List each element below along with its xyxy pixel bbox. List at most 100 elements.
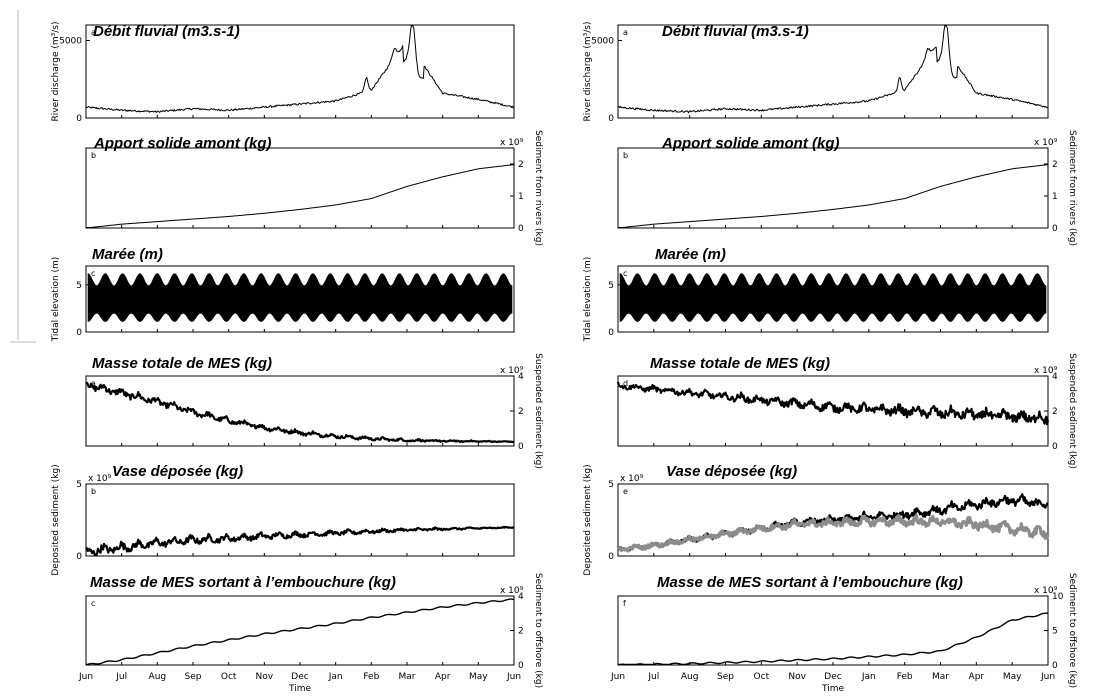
x-tick-label: Nov <box>256 672 274 682</box>
x-tick-label: Dec <box>291 672 308 682</box>
y-tick-label: 5 <box>76 281 82 291</box>
x-axis-2: Jun Jul Aug Sep Oct Nov Dec Jan Feb Mar Apr May Jun T… <box>610 672 1055 694</box>
panel-letter: a <box>623 28 628 37</box>
y-multiplier: x 10⁹ <box>1034 366 1058 376</box>
y-multiplier: x 10⁹ <box>88 474 112 484</box>
panel-title: Apport solide amont (kg) <box>661 135 840 152</box>
series-line <box>618 612 1049 666</box>
panel-title: Débit fluvial (m3.s-1) <box>662 23 809 40</box>
panel-title: Vase déposée (kg) <box>112 463 243 480</box>
x-axis-title: Time <box>821 684 844 694</box>
x-tick-label: Jun <box>1040 672 1055 682</box>
x-tick-label: Oct <box>754 672 770 682</box>
y-multiplier: x 10⁹ <box>1034 138 1058 148</box>
y-tick-label: 4 <box>518 372 524 382</box>
y-tick-label: 0 <box>608 114 614 124</box>
y-axis-label: Tidal elevation (m) <box>51 257 61 343</box>
y-multiplier: x 10⁹ <box>500 586 524 596</box>
x-tick-label: Aug <box>681 672 699 682</box>
panel-letter: b <box>91 151 96 160</box>
y-tick-label: 5 <box>608 480 614 490</box>
panel-title: Débit fluvial (m3.s-1) <box>93 23 240 40</box>
panel-letter: e <box>623 487 628 496</box>
panel-letter: b <box>623 151 628 160</box>
x-tick-label: Apr <box>969 672 985 682</box>
y-tick-label: 0 <box>1052 442 1058 452</box>
x-tick-label: Feb <box>363 672 379 682</box>
y-axis-label: River discharge (m³/s) <box>583 21 593 121</box>
panel-title: Masse de MES sortant à l’embouchure (kg) <box>90 574 396 591</box>
panel-2-d: Masse totale de MES (kg) d 0 2 4x 10⁹ Suspend… <box>616 353 1077 469</box>
panel-title: Vase déposée (kg) <box>666 463 797 480</box>
panel-1-b: Vase déposée (kg) b 0 5 x 10⁹ Deposited sedim… <box>51 463 515 576</box>
panel-2-c: Marée (m) c 0 5 Tidal elevation (m) <box>583 246 1049 343</box>
panel-letter: b <box>91 487 96 496</box>
y-axis-label: Tidal elevation (m) <box>583 257 593 343</box>
y-tick-label: 0 <box>608 552 614 562</box>
y-tick-label: 0 <box>608 328 614 338</box>
y-tick-label: 1 <box>1052 192 1058 202</box>
y-axis-label: Sediment from rivers (kg) <box>1067 130 1077 246</box>
x-tick-label: Sep <box>717 672 734 682</box>
panel-letter: c <box>91 269 95 278</box>
y-axis-label: River discharge (m³/s) <box>51 21 61 121</box>
y-axis-label: Deposited sediment (kg) <box>583 464 593 575</box>
y-tick-label: 0 <box>518 661 524 671</box>
x-tick-label: Nov <box>788 672 806 682</box>
tide-envelope <box>619 272 1047 323</box>
panel-title: Apport solide amont (kg) <box>93 135 272 152</box>
panel-letter: a <box>91 28 96 37</box>
y-tick-label: 0 <box>1052 224 1058 234</box>
x-tick-label: Mar <box>932 672 949 682</box>
series-line-secondary <box>617 513 1050 553</box>
y-axis-label: Suspended sediment (kg) <box>1067 353 1077 469</box>
x-axis-1: Jun Jul Aug Sep Oct Nov Dec Jan Feb Mar Apr May Jun T… <box>78 672 521 694</box>
panel-1-c: Marée (m) c 0 5 Tidal elevation (m) <box>51 246 515 343</box>
x-tick-label: Jun <box>610 672 625 682</box>
x-tick-label: Jun <box>78 672 93 682</box>
x-tick-label: Mar <box>399 672 416 682</box>
y-tick-label: 2 <box>518 160 524 170</box>
panel-title: Marée (m) <box>92 246 163 263</box>
series-line <box>86 598 515 666</box>
panel-title: Marée (m) <box>655 246 726 263</box>
panel-2-b: Apport solide amont (kg) b 0 1 2 x 10⁹ Sedimen… <box>617 130 1077 246</box>
panel-1-b: Apport solide amont (kg)b 0 1 2 x 10⁹ Sedimen… <box>85 130 543 246</box>
y-tick-label: 0 <box>518 224 524 234</box>
y-tick-label: 0 <box>76 328 82 338</box>
tide-envelope <box>87 272 513 323</box>
y-tick-label: 0 <box>518 442 524 452</box>
y-tick-label: 1 <box>518 192 524 202</box>
y-tick-label: 5 <box>76 480 82 490</box>
y-tick-label: 0 <box>1052 661 1058 671</box>
y-multiplier: x 10⁹ <box>620 474 644 484</box>
series-line <box>618 164 1049 228</box>
x-tick-label: Jul <box>115 672 127 682</box>
y-tick-label: 5000 <box>59 37 82 47</box>
panel-letter: a <box>91 379 96 388</box>
panel-title: Masse totale de MES (kg) <box>92 355 272 372</box>
x-tick-label: Apr <box>435 672 451 682</box>
series-line <box>85 381 515 444</box>
axes-frame <box>617 595 1049 666</box>
panel-letter: c <box>91 599 95 608</box>
y-axis-label: Sediment to offshore (kg) <box>533 573 543 688</box>
panel-title: Masse de MES sortant à l’embouchure (kg) <box>657 574 963 591</box>
x-tick-label: Feb <box>897 672 913 682</box>
y-axis-label: Sediment from rivers (kg) <box>533 130 543 246</box>
series-line <box>617 25 1049 114</box>
y-tick-label: 4 <box>518 592 524 602</box>
axes-frame <box>85 375 515 447</box>
x-tick-label: Oct <box>221 672 237 682</box>
series-line <box>616 381 1050 426</box>
x-axis-title: Time <box>288 684 311 694</box>
y-tick-label: 10 <box>1052 592 1064 602</box>
series-line <box>85 525 515 557</box>
panel-1-c: Masse de MES sortant à l’embouchure (kg)… <box>85 573 543 688</box>
x-tick-label: Jan <box>861 672 876 682</box>
y-multiplier: x 10⁹ <box>500 366 524 376</box>
panel-letter: d <box>623 379 628 388</box>
